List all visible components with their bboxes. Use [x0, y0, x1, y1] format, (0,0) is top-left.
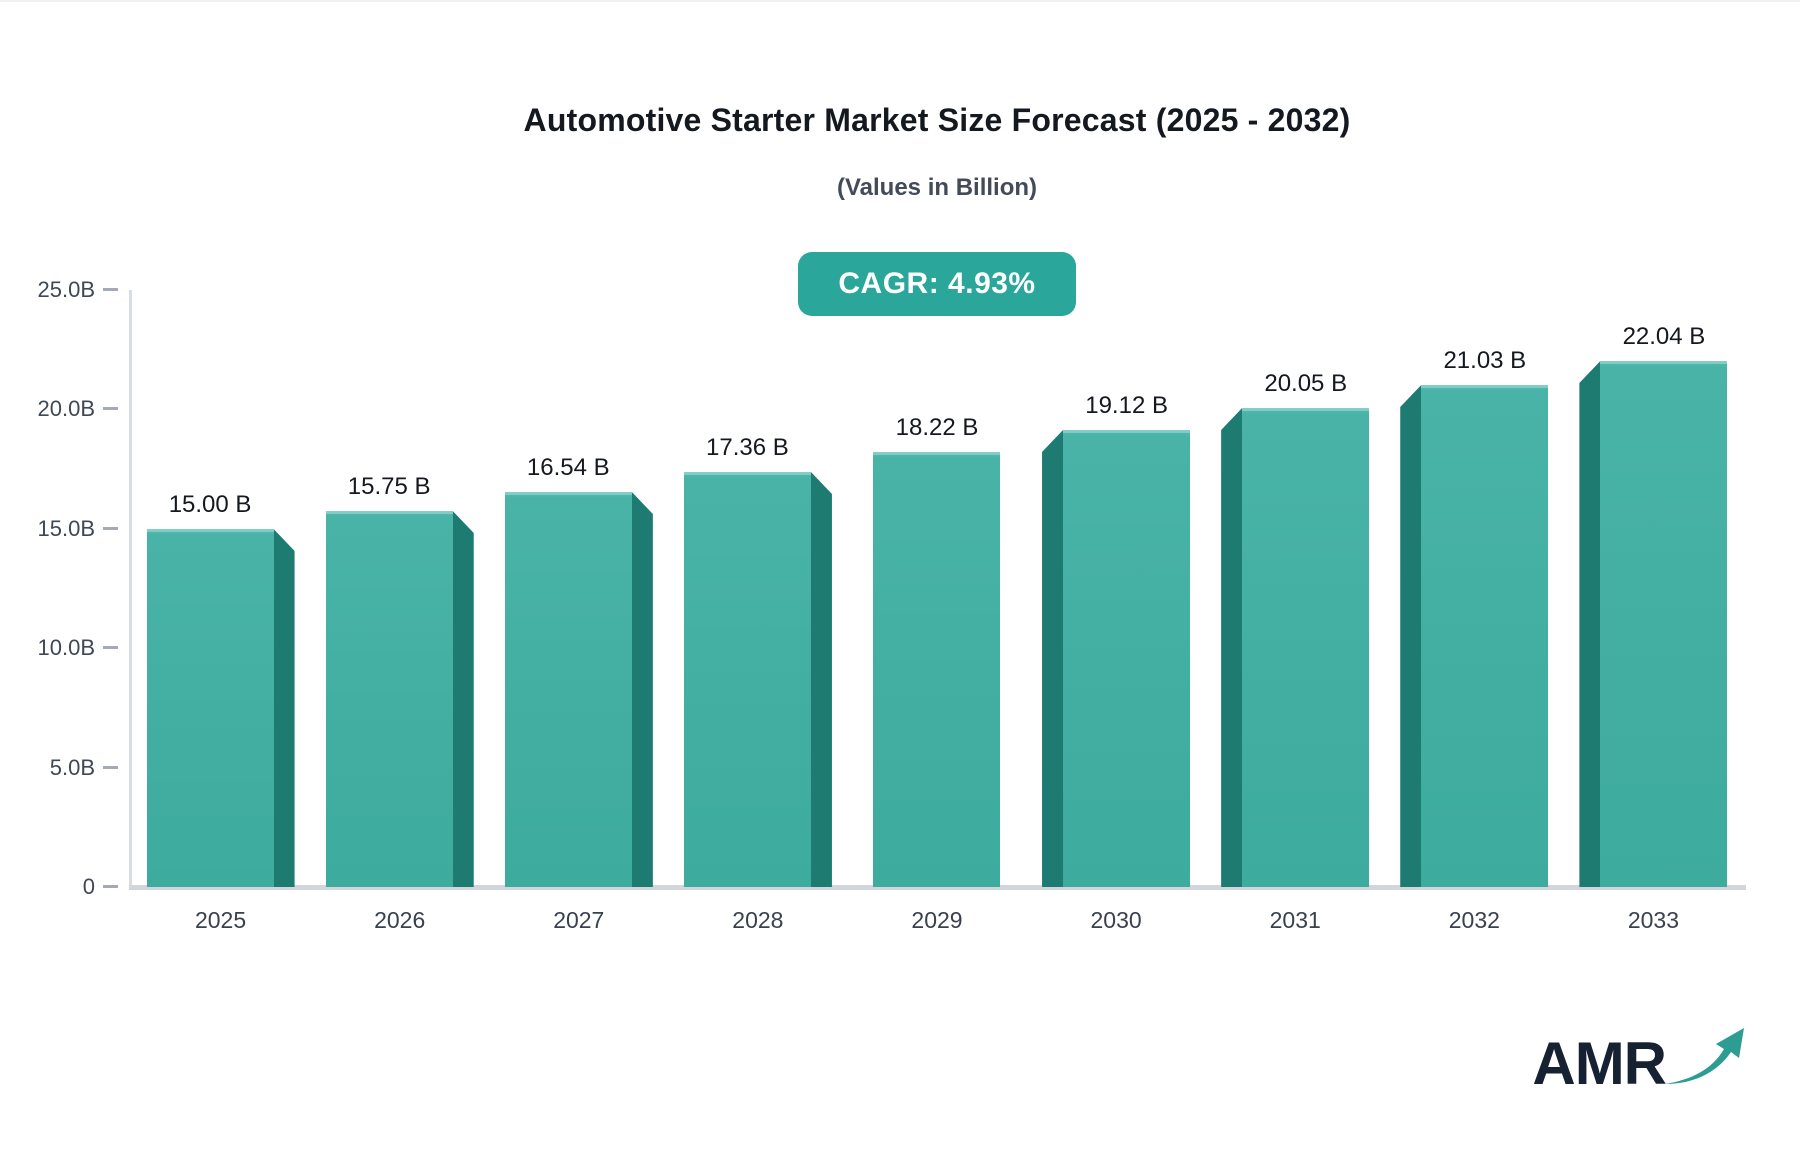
y-axis-tick-mark [103, 288, 118, 291]
bar-value-label: 22.04 B [1622, 323, 1706, 350]
bar-side-face [810, 472, 832, 887]
x-axis-label: 2032 [1448, 907, 1500, 933]
x-axis-label: 2026 [374, 907, 426, 933]
bar-side-face [631, 492, 653, 887]
bar-value-label: 18.22 B [895, 414, 979, 441]
bar-slot: 17.36 B 2028 [668, 290, 847, 933]
bar-2026 [325, 511, 474, 887]
x-axis-label: 2033 [1627, 907, 1680, 933]
growth-arrow-icon [1665, 1028, 1744, 1084]
bar-value-label: 15.75 B [347, 473, 431, 500]
bar-slot: 16.54 B 2027 [489, 290, 668, 933]
cagr-badge: CAGR: 4.93% [798, 252, 1076, 316]
y-axis-tick-label: 20.0B [37, 396, 96, 422]
bar-2031 [1221, 408, 1370, 887]
bar-side-face [452, 511, 474, 887]
bar-value-label: 17.36 B [706, 434, 789, 461]
y-axis-tick-mark [103, 526, 118, 530]
bar-2027 [504, 492, 653, 887]
bar-value-label: 21.03 B [1443, 347, 1527, 374]
x-axis-label: 2031 [1269, 907, 1321, 933]
bar-2029 [873, 452, 1001, 887]
bar-slot: 22.04 B 2033 [1564, 290, 1743, 933]
bar-value-label: 19.12 B [1085, 392, 1168, 419]
x-axis-label: 2028 [732, 907, 784, 933]
y-axis-tick-mark [103, 407, 118, 411]
bar-2033 [1579, 361, 1728, 887]
bar-slot: 20.05 B 2031 [1206, 290, 1385, 933]
bar-slot: 15.00 B 2025 [131, 290, 310, 933]
bar-side-face [273, 529, 295, 887]
bar-slot: 21.03 B 2032 [1385, 290, 1564, 933]
bar-side-face [1042, 430, 1064, 887]
y-axis-tick-label: 15.0B [37, 515, 96, 541]
x-axis-line [129, 885, 1746, 890]
bar-side-face [1400, 385, 1422, 887]
bar-side-face [1221, 408, 1243, 887]
bar-2028 [683, 472, 832, 887]
y-axis-line [129, 290, 132, 887]
y-axis-tick-mark [103, 646, 118, 650]
amr-logo-text: AMR [1532, 1030, 1667, 1097]
chart-title: Automotive Starter Market Size Forecast … [523, 102, 1351, 138]
plot-area: 15.00 B 2025 15.75 B 2026 16.54 B 2027 17.36 B… [131, 290, 1743, 933]
y-axis-tick-label: 5.0B [49, 754, 95, 780]
y-axis-tick-mark [103, 765, 118, 769]
bar-2025 [146, 529, 295, 887]
bar-value-label: 16.54 B [526, 454, 610, 481]
bar-slot: 18.22 B 2029 [847, 290, 1026, 933]
amr-logo: AMR [1532, 1024, 1748, 1094]
bar-side-face [1579, 361, 1601, 887]
bar-2032 [1400, 385, 1549, 887]
x-axis-label: 2025 [194, 907, 247, 933]
y-axis-tick-label: 0 [82, 874, 95, 899]
y-axis-tick-label: 10.0B [37, 635, 96, 661]
y-axis-tick-mark [103, 885, 118, 888]
bar-2030 [1042, 430, 1191, 887]
bar-slot: 19.12 B 2030 [1027, 290, 1206, 933]
bar-value-label: 20.05 B [1264, 370, 1348, 397]
x-axis-label: 2030 [1090, 907, 1142, 933]
cagr-badge-wrap: CAGR: 4.93% [131, 252, 1743, 316]
chart-subtitle: (Values in Billion) [836, 174, 1038, 201]
bar-slot: 15.75 B 2026 [310, 290, 489, 933]
y-axis-tick-label: 25.0B [37, 277, 96, 302]
x-axis-label: 2029 [911, 907, 963, 933]
bar-value-label: 15.00 B [168, 491, 252, 518]
x-axis-label: 2027 [553, 907, 605, 933]
